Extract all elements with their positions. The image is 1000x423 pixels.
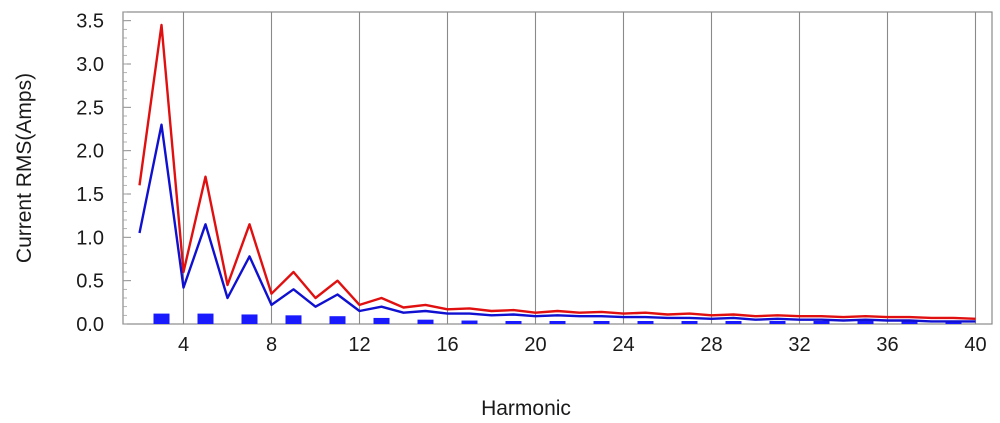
y-tick-label: 2.0 [76, 141, 104, 163]
harmonic-bar [769, 321, 786, 324]
y-tick-label: 1.5 [76, 184, 104, 206]
harmonic-bar [373, 317, 390, 324]
x-tick-label: 36 [876, 334, 898, 356]
x-tick-label: 12 [348, 334, 370, 356]
harmonic-bar [329, 316, 346, 324]
harmonic-bar [681, 321, 698, 324]
plot-area-background [122, 11, 993, 325]
y-tick-labels: 0.0 0.5 1.0 1.5 2.0 2.5 3.0 3.5 [76, 11, 104, 336]
y-tick-label: 2.5 [76, 97, 104, 119]
x-tick-label: 8 [266, 334, 277, 356]
y-tick-label: 0.5 [76, 271, 104, 293]
harmonic-bar [725, 321, 742, 324]
harmonic-bar [285, 315, 302, 324]
x-tick-label: 16 [436, 334, 458, 356]
red-current-line [138, 23, 976, 320]
harmonic-bar [461, 320, 478, 324]
harmonic-bar [153, 313, 170, 324]
x-tick-label: 4 [178, 334, 189, 356]
line-series [138, 23, 976, 323]
x-tick-label: 24 [612, 334, 634, 356]
harmonic-bar [857, 321, 874, 324]
y-tick-label: 3.0 [76, 54, 104, 76]
harmonic-bar [813, 321, 830, 324]
harmonic-bar [549, 321, 566, 324]
blue-current-line [138, 123, 976, 323]
harmonic-bar [637, 321, 654, 324]
x-tick-label: 40 [964, 334, 986, 356]
grid-lines [182, 12, 977, 324]
y-tick-label: 0.0 [76, 314, 104, 336]
y-tick-label: 3.5 [76, 11, 104, 33]
harmonic-bar [241, 314, 258, 324]
x-tick-label: 32 [788, 334, 810, 356]
y-minor-ticks [123, 11, 131, 325]
harmonic-bar [505, 321, 522, 324]
x-axis-title: Harmonic [481, 397, 571, 420]
y-tick-label: 1.0 [76, 227, 104, 249]
y-axis-title: Current RMS(Amps) [13, 73, 36, 263]
harmonic-bar [417, 319, 434, 324]
harmonic-bar [197, 313, 214, 324]
harmonic-bar [901, 321, 918, 324]
harmonic-bar [593, 321, 610, 324]
x-tick-label: 20 [524, 334, 546, 356]
x-tick-label: 28 [700, 334, 722, 356]
x-tick-labels: 4 8 12 16 20 24 28 32 36 40 [178, 334, 987, 356]
